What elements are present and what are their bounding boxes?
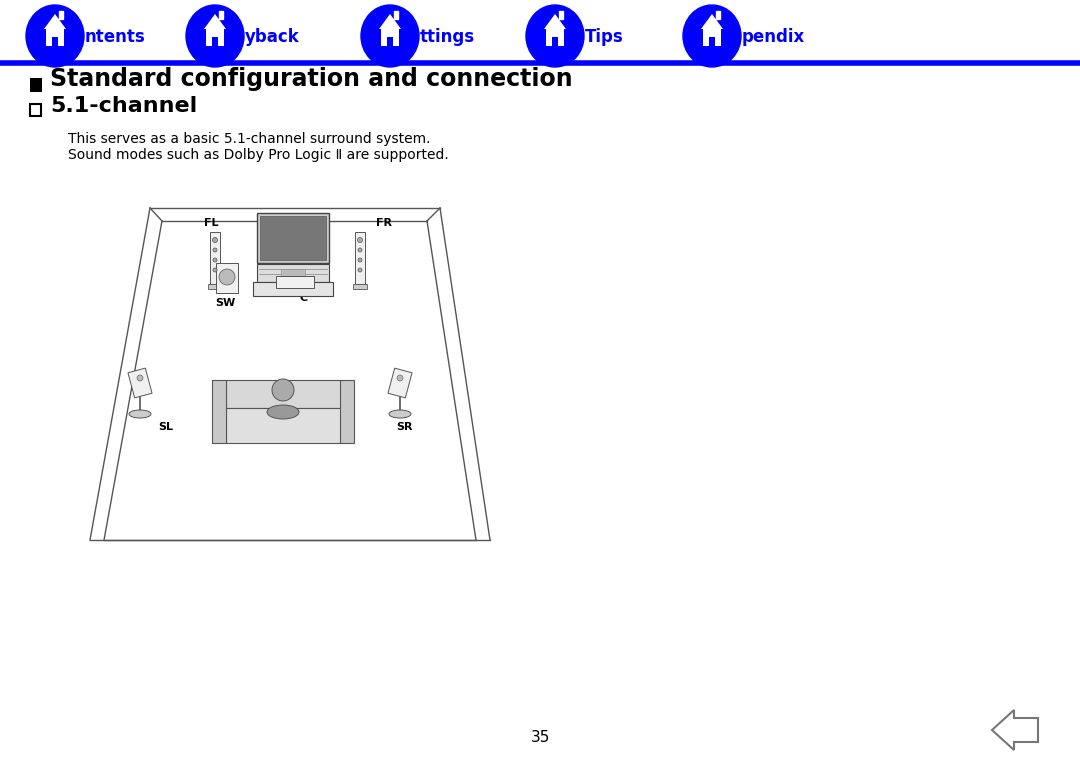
Bar	[281, 269, 305, 277]
Bar	[212, 380, 226, 443]
Ellipse shape	[683, 5, 741, 67]
Bar	[355, 232, 365, 284]
Bar	[210, 232, 220, 284]
Text: Tips: Tips	[585, 28, 624, 46]
Circle shape	[357, 258, 362, 262]
Bar	[226, 408, 341, 443]
Text: SW: SW	[215, 298, 235, 308]
Polygon shape	[44, 14, 66, 29]
Polygon shape	[552, 37, 558, 46]
Bar	[208, 284, 222, 289]
Bar	[30, 78, 42, 92]
Bar	[127, 368, 152, 398]
Bar	[216, 263, 238, 293]
Text: SL: SL	[158, 422, 173, 432]
Ellipse shape	[389, 410, 411, 418]
Polygon shape	[546, 29, 564, 46]
Bar	[559, 11, 563, 19]
Bar	[276, 276, 314, 288]
Ellipse shape	[26, 5, 84, 67]
Text: C: C	[299, 293, 307, 303]
Polygon shape	[701, 14, 723, 29]
Circle shape	[272, 379, 294, 401]
Text: ntents: ntents	[85, 28, 146, 46]
Bar	[260, 216, 326, 260]
Polygon shape	[544, 14, 566, 29]
Bar	[257, 264, 329, 282]
Ellipse shape	[267, 405, 299, 419]
Text: Standard configuration and connection: Standard configuration and connection	[50, 67, 572, 91]
Bar	[388, 368, 413, 398]
Polygon shape	[387, 37, 393, 46]
Bar	[30, 104, 41, 116]
Bar	[257, 213, 329, 263]
Ellipse shape	[361, 5, 419, 67]
Text: 35: 35	[530, 731, 550, 746]
Text: This serves as a basic 5.1-channel surround system.: This serves as a basic 5.1-channel surro…	[68, 132, 431, 146]
Bar	[394, 11, 399, 19]
Text: pendix: pendix	[742, 28, 806, 46]
Bar	[716, 11, 720, 19]
Circle shape	[213, 237, 217, 243]
Text: FR: FR	[376, 218, 392, 228]
Bar	[226, 380, 341, 408]
Circle shape	[213, 248, 217, 252]
Polygon shape	[703, 29, 721, 46]
Circle shape	[397, 375, 403, 381]
Text: ttings: ttings	[420, 28, 475, 46]
Circle shape	[219, 269, 235, 285]
Circle shape	[357, 248, 362, 252]
Polygon shape	[379, 14, 401, 29]
Text: FL: FL	[204, 218, 218, 228]
Bar	[253, 282, 333, 296]
Text: 5.1-channel: 5.1-channel	[50, 96, 198, 116]
Circle shape	[357, 268, 362, 272]
Circle shape	[213, 258, 217, 262]
Text: SR: SR	[396, 422, 413, 432]
Circle shape	[213, 268, 217, 272]
Bar	[353, 284, 367, 289]
Polygon shape	[204, 14, 226, 29]
Polygon shape	[206, 29, 224, 46]
Polygon shape	[46, 29, 64, 46]
Ellipse shape	[526, 5, 584, 67]
Polygon shape	[212, 37, 218, 46]
Ellipse shape	[129, 410, 151, 418]
Bar	[340, 380, 354, 443]
Text: Sound modes such as Dolby Pro Logic Ⅱ are supported.: Sound modes such as Dolby Pro Logic Ⅱ ar…	[68, 148, 449, 162]
Polygon shape	[52, 37, 58, 46]
Bar	[59, 11, 63, 19]
Circle shape	[357, 237, 363, 243]
Polygon shape	[381, 29, 399, 46]
Circle shape	[137, 375, 143, 381]
Polygon shape	[993, 710, 1038, 750]
Ellipse shape	[186, 5, 244, 67]
Polygon shape	[708, 37, 715, 46]
Text: yback: yback	[245, 28, 300, 46]
Bar	[219, 11, 222, 19]
